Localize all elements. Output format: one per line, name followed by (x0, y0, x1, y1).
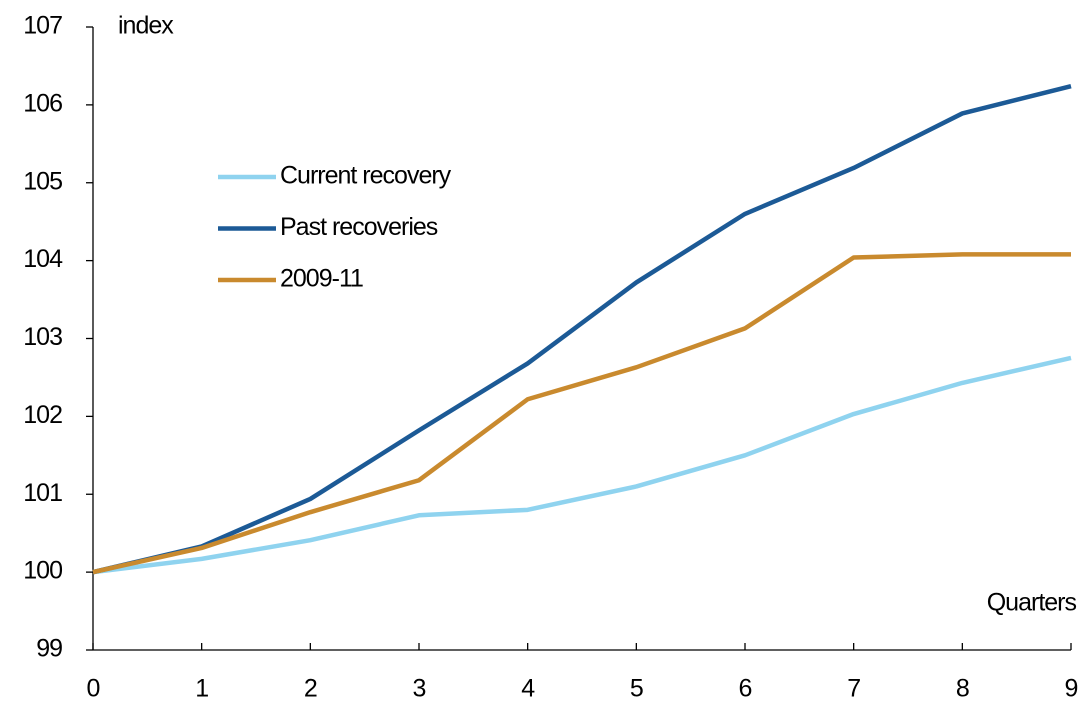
series-line (92, 252, 1071, 575)
x-tick-label: 4 (521, 675, 535, 702)
x-tick-label: 6 (739, 675, 752, 702)
x-tick-label: 9 (1065, 675, 1078, 702)
y-unit-label: index (118, 12, 174, 40)
y-tick-label: 107 (23, 12, 62, 40)
x-tick-label: 5 (630, 675, 643, 702)
x-tick-label: 0 (87, 675, 100, 702)
y-tick-label: 101 (23, 479, 62, 507)
y-tick-label: 102 (23, 401, 62, 429)
legend-label: Current recovery (280, 162, 452, 190)
x-tick-label: 7 (847, 675, 860, 702)
x-tick-label: 3 (413, 675, 426, 702)
series-line (92, 84, 1072, 575)
y-tick-label: 100 (23, 557, 62, 585)
x-tick-label: 1 (195, 675, 208, 702)
y-tick-label: 99 (36, 635, 62, 663)
x-tick-label: 8 (956, 675, 969, 702)
y-tick-label: 103 (23, 323, 62, 351)
y-tick-label: 106 (23, 89, 62, 117)
legend-label: Past recoveries (280, 213, 438, 241)
x-axis-label: Quarters (987, 589, 1077, 617)
x-tick-label: 2 (304, 675, 317, 702)
legend-label: 2009-11 (280, 265, 363, 293)
y-tick-label: 105 (23, 167, 62, 195)
y-tick-label: 104 (23, 245, 63, 273)
series-line (92, 355, 1072, 575)
